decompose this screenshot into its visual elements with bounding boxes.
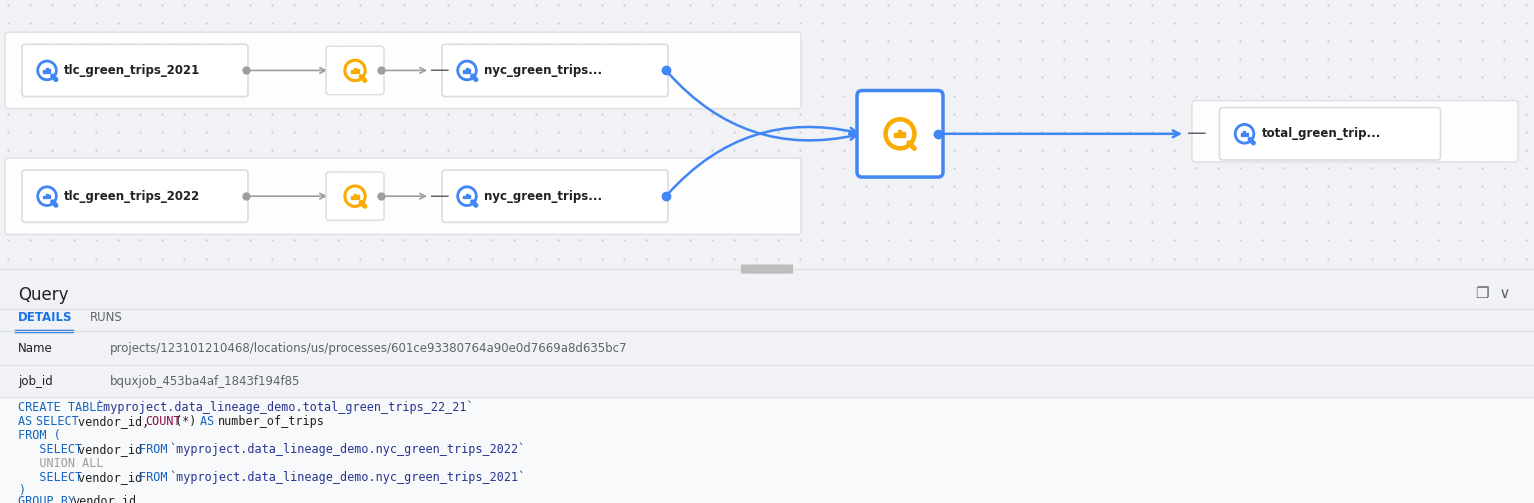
Text: Query: Query [18,286,69,304]
Text: `myproject.data_lineage_demo.nyc_green_trips_2022`: `myproject.data_lineage_demo.nyc_green_t… [169,443,526,456]
FancyBboxPatch shape [21,44,249,97]
Text: —: — [430,187,449,206]
Bar [899,130,900,137]
Circle shape [344,185,367,207]
Bar [468,195,471,198]
Bar [351,196,353,199]
Circle shape [37,60,57,80]
Text: SELECT: SELECT [37,414,86,428]
Text: projects/123101210468/locations/us/processes/601ce93380764a90e0d7669a8d635bc7: projects/123101210468/locations/us/proce… [110,342,627,355]
Circle shape [884,118,916,150]
Text: UNION ALL: UNION ALL [18,457,103,470]
Text: RUNS: RUNS [91,311,123,324]
Circle shape [460,189,474,203]
FancyBboxPatch shape [1192,101,1519,162]
Bar [354,194,356,199]
FancyBboxPatch shape [5,158,801,234]
Text: COUNT: COUNT [146,414,181,428]
Circle shape [457,60,477,80]
Text: SELECT: SELECT [18,443,89,456]
FancyBboxPatch shape [5,32,801,109]
Bar [463,196,465,198]
Bar [1246,133,1247,136]
Circle shape [457,186,477,206]
Text: `myproject.data_lineage_demo.nyc_green_trips_2021`: `myproject.data_lineage_demo.nyc_green_t… [169,470,526,484]
Text: SELECT: SELECT [18,471,89,483]
Bar [466,194,468,198]
Bar [43,196,44,198]
Text: FROM: FROM [140,443,175,456]
Text: AS: AS [18,414,40,428]
Bar [356,69,359,73]
FancyBboxPatch shape [21,170,249,222]
Text: —: — [1187,124,1207,143]
FancyBboxPatch shape [442,44,667,97]
Bar [46,68,48,72]
Bar [1244,131,1246,136]
Text: AS: AS [199,414,221,428]
FancyBboxPatch shape [327,172,384,220]
Circle shape [344,59,367,81]
Bar [463,70,465,72]
Text: (*): (*) [175,414,204,428]
Bar [46,194,48,198]
Bar [356,195,359,199]
Text: FROM: FROM [140,471,175,483]
Bar [351,70,353,73]
Text: `myproject.data_lineage_demo.total_green_trips_22_21`: `myproject.data_lineage_demo.total_green… [97,400,474,414]
Bar [49,195,51,198]
Bar [1241,133,1243,136]
Circle shape [347,188,364,204]
Text: number_of_trips: number_of_trips [218,414,325,428]
Text: vendor_id: vendor_id [78,443,150,456]
Bar [49,69,51,72]
Circle shape [37,186,57,206]
Text: FROM (: FROM ( [18,429,61,442]
Circle shape [460,63,474,77]
Circle shape [347,62,364,78]
Circle shape [40,63,54,77]
Text: CREATE TABLE: CREATE TABLE [18,401,110,414]
Text: —: — [430,61,449,80]
Text: vendor_id: vendor_id [72,494,137,503]
FancyBboxPatch shape [442,170,667,222]
Text: total_green_trip...: total_green_trip... [1261,127,1381,140]
Bar [43,70,44,72]
Text: vendor_id,: vendor_id, [78,414,156,428]
FancyBboxPatch shape [0,399,1534,503]
Text: bquxjob_453ba4af_1843f194f85: bquxjob_453ba4af_1843f194f85 [110,375,301,388]
Circle shape [1235,124,1255,144]
FancyBboxPatch shape [858,91,943,177]
FancyBboxPatch shape [1220,108,1440,160]
Bar [468,69,471,72]
Circle shape [40,189,54,203]
Text: nyc_green_trips...: nyc_green_trips... [485,64,603,77]
Bar [466,68,468,72]
FancyBboxPatch shape [741,265,793,274]
Text: ❐  ∨: ❐ ∨ [1476,286,1509,301]
Text: ): ) [18,483,25,496]
Bar [354,68,356,73]
Text: GROUP BY: GROUP BY [18,494,83,503]
FancyBboxPatch shape [327,46,384,95]
Circle shape [888,122,911,145]
Bar [894,133,897,137]
Text: job_id: job_id [18,375,52,388]
Bar [902,132,905,137]
Text: DETAILS: DETAILS [18,311,72,324]
Text: tlc_green_trips_2022: tlc_green_trips_2022 [64,190,201,203]
Text: nyc_green_trips...: nyc_green_trips... [485,190,603,203]
Text: tlc_green_trips_2021: tlc_green_trips_2021 [64,64,201,77]
Circle shape [1238,127,1252,141]
Text: Name: Name [18,342,52,355]
Text: vendor_id: vendor_id [78,471,150,483]
